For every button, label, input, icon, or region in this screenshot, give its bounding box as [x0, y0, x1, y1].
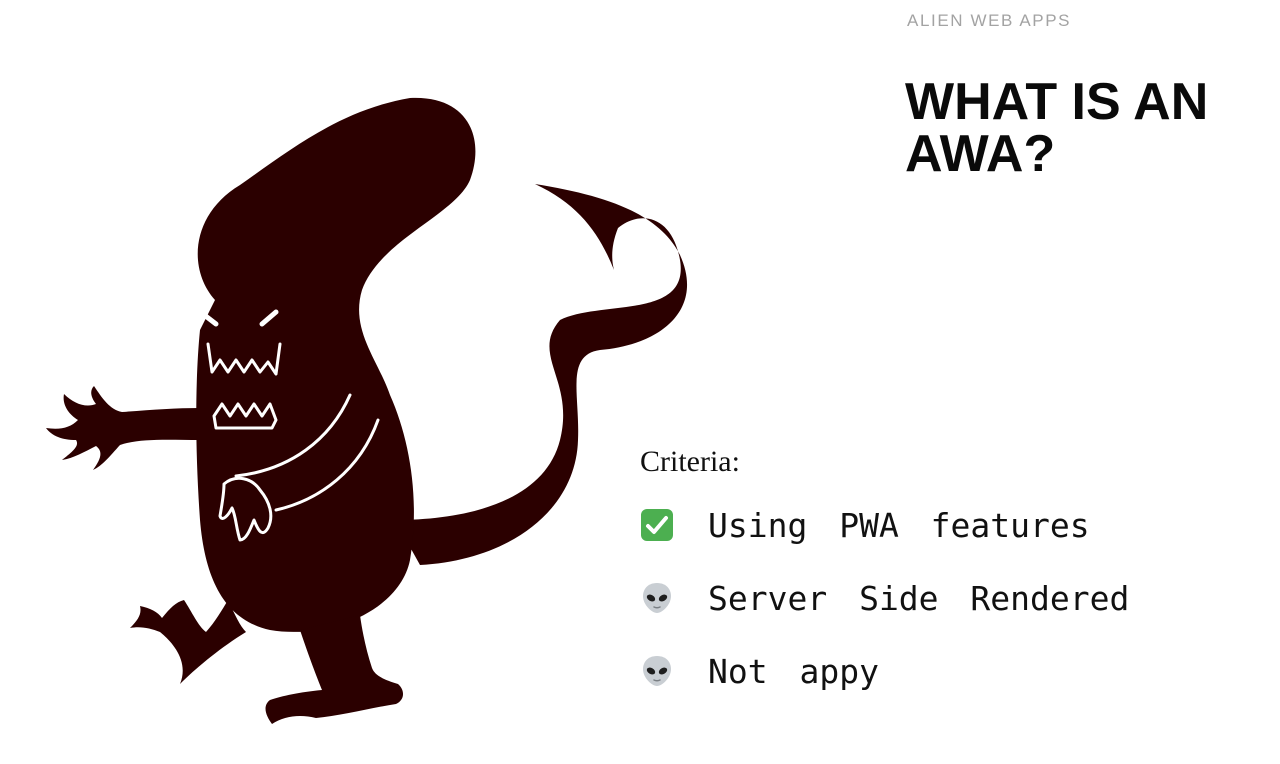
list-item: Not appy — [640, 649, 1129, 693]
criteria-label: Criteria: — [640, 445, 740, 478]
criteria-item-text: Using PWA features — [708, 505, 1090, 545]
criteria-item-text: Server Side Rendered — [708, 578, 1130, 618]
criteria-item-text: Not appy — [708, 651, 879, 691]
check-mark-icon — [641, 509, 673, 541]
list-item: Server Side Rendered — [640, 576, 1129, 620]
slide-kicker: ALIEN WEB APPS — [907, 11, 1072, 30]
alien-face-icon — [643, 656, 671, 686]
slide-title: WHAT IS AN AWA? — [905, 73, 1209, 183]
alien-creature-icon — [46, 97, 688, 724]
alien-face-icon — [643, 583, 671, 613]
criteria-list: Using PWA features Server Side Rendered … — [640, 503, 1129, 722]
list-item: Using PWA features — [640, 503, 1129, 547]
